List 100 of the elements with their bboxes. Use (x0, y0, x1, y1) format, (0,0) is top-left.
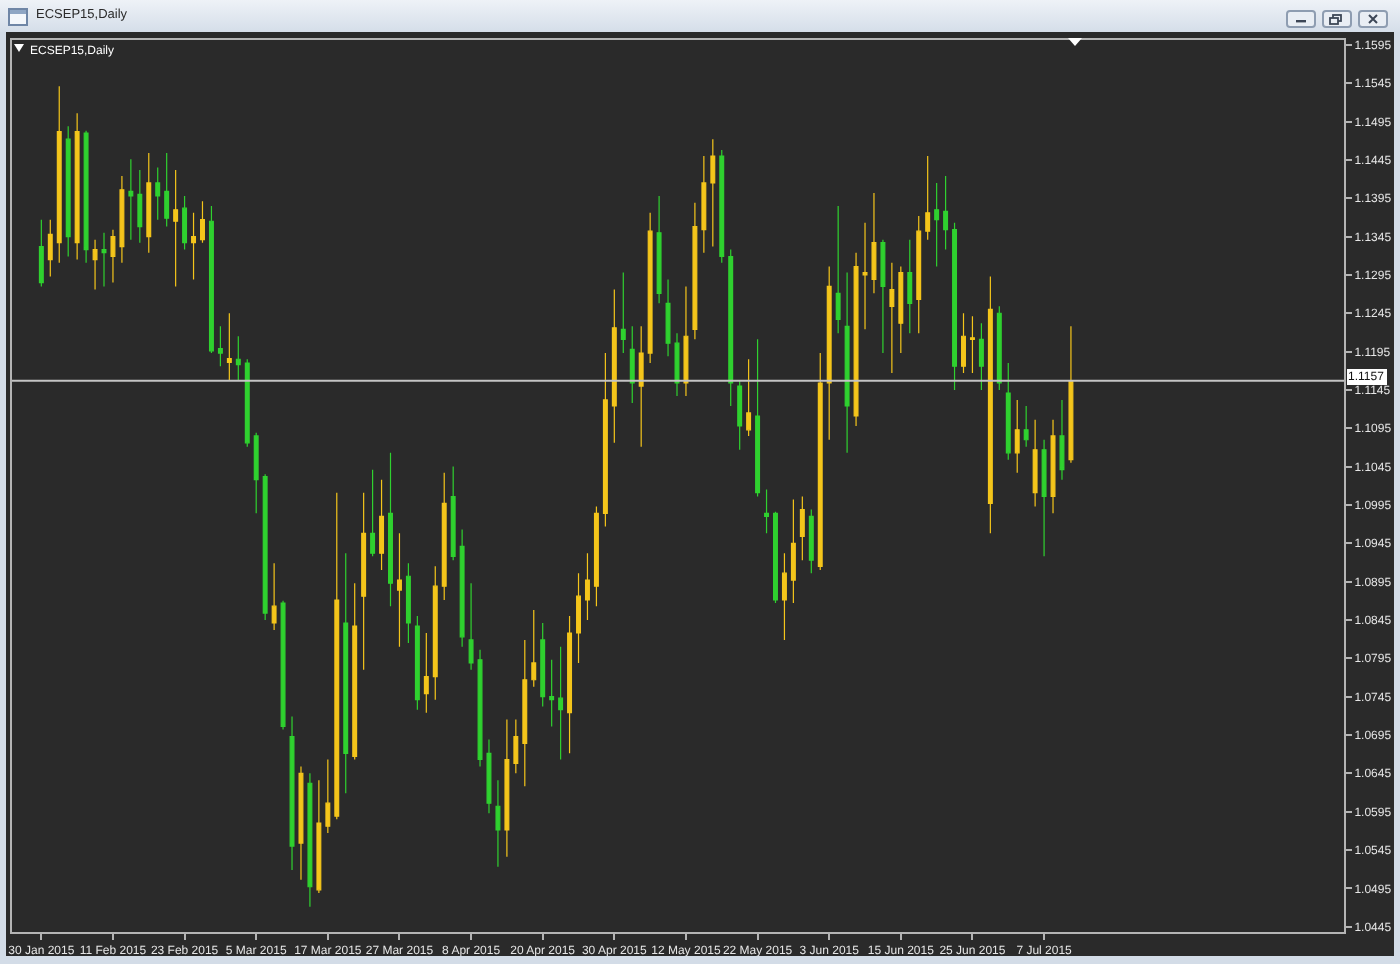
candlestick (334, 492, 340, 820)
candlestick (396, 532, 402, 648)
candlestick (280, 600, 286, 731)
candlestick (880, 239, 886, 354)
candlestick (1068, 325, 1074, 464)
candlestick (352, 582, 358, 761)
candlestick (414, 615, 420, 711)
candlestick (683, 285, 689, 397)
candlestick (916, 215, 922, 334)
candlestick (934, 182, 940, 268)
candlestick (208, 205, 214, 354)
candlestick (969, 315, 975, 374)
candlestick (978, 322, 984, 391)
candlestick (692, 202, 698, 340)
candlestick (74, 112, 80, 261)
candlestick (361, 492, 367, 671)
candlestick (92, 239, 98, 291)
candlestick (943, 175, 949, 251)
candlestick (549, 659, 555, 728)
candlestick (611, 288, 617, 444)
candlestick (701, 155, 707, 254)
candlestick (817, 352, 823, 571)
candlestick (325, 758, 331, 834)
candlestick (253, 432, 259, 514)
candlestick (495, 779, 501, 868)
candlestick (907, 239, 913, 334)
candlestick (432, 565, 438, 701)
candlestick (710, 138, 716, 248)
candlestick (182, 195, 188, 251)
candlestick (271, 562, 277, 631)
candlestick (56, 85, 62, 264)
candlestick (961, 312, 966, 374)
candlestick (602, 352, 608, 527)
candlestick (298, 765, 304, 881)
candlestick (987, 275, 993, 534)
candlestick (128, 158, 134, 241)
candlestick (925, 155, 931, 241)
candlestick (773, 511, 778, 604)
candlestick (576, 572, 581, 664)
candlestick (728, 249, 734, 407)
candlestick (38, 219, 44, 288)
candlestick (65, 125, 71, 258)
candlestick (423, 632, 429, 714)
candlestick (289, 715, 295, 871)
candlestick (226, 312, 232, 381)
candlestick (307, 772, 313, 908)
candlestick (101, 232, 107, 288)
candlestick (1041, 439, 1047, 557)
candlestick (799, 495, 805, 561)
candlestick (558, 646, 564, 761)
candlestick (826, 265, 832, 441)
candlestick (567, 615, 573, 754)
candlestick (996, 305, 1002, 391)
candlestick (262, 473, 268, 621)
candlestick (1032, 419, 1038, 508)
candlestick (235, 335, 241, 381)
candlestick (790, 498, 796, 604)
candlestick (898, 265, 904, 354)
candlestick (656, 195, 662, 304)
candlestick (164, 152, 170, 228)
candlestick (388, 452, 393, 607)
candlestick (47, 219, 53, 278)
candlestick (835, 205, 841, 334)
candlestick (405, 562, 411, 644)
candlestick (450, 466, 456, 561)
candlestick (522, 639, 528, 787)
candlestick (504, 719, 510, 858)
candlestick (146, 152, 152, 254)
candlestick (1059, 399, 1065, 481)
candlestick (593, 505, 599, 607)
candlestick (737, 379, 743, 451)
candlestick (155, 166, 161, 221)
candlestick (781, 552, 787, 641)
candlestick (1023, 405, 1029, 448)
candlestick (755, 338, 761, 498)
candlestick (119, 175, 125, 264)
candlestick (889, 262, 895, 374)
candlestick (459, 528, 465, 648)
candlestick (200, 200, 205, 244)
candlestick (620, 272, 626, 354)
candlestick (629, 325, 635, 404)
candlestick (808, 508, 814, 574)
candlestick (764, 489, 770, 534)
candlestick (110, 229, 116, 284)
candlestick (468, 582, 474, 671)
candlestick (746, 358, 752, 437)
candlestick (343, 552, 349, 794)
candlestick (173, 169, 179, 288)
candlestick (1050, 419, 1056, 514)
candlestick (191, 212, 197, 281)
candlestick (638, 325, 644, 448)
candlestick (719, 149, 725, 264)
candlestick (844, 272, 850, 454)
candlestick (647, 212, 653, 364)
candlestick (513, 719, 519, 774)
candlestick (316, 779, 322, 894)
candlestick (584, 552, 590, 621)
candlestick (1005, 362, 1011, 461)
candlestick (217, 325, 223, 367)
candlestick (137, 169, 143, 244)
